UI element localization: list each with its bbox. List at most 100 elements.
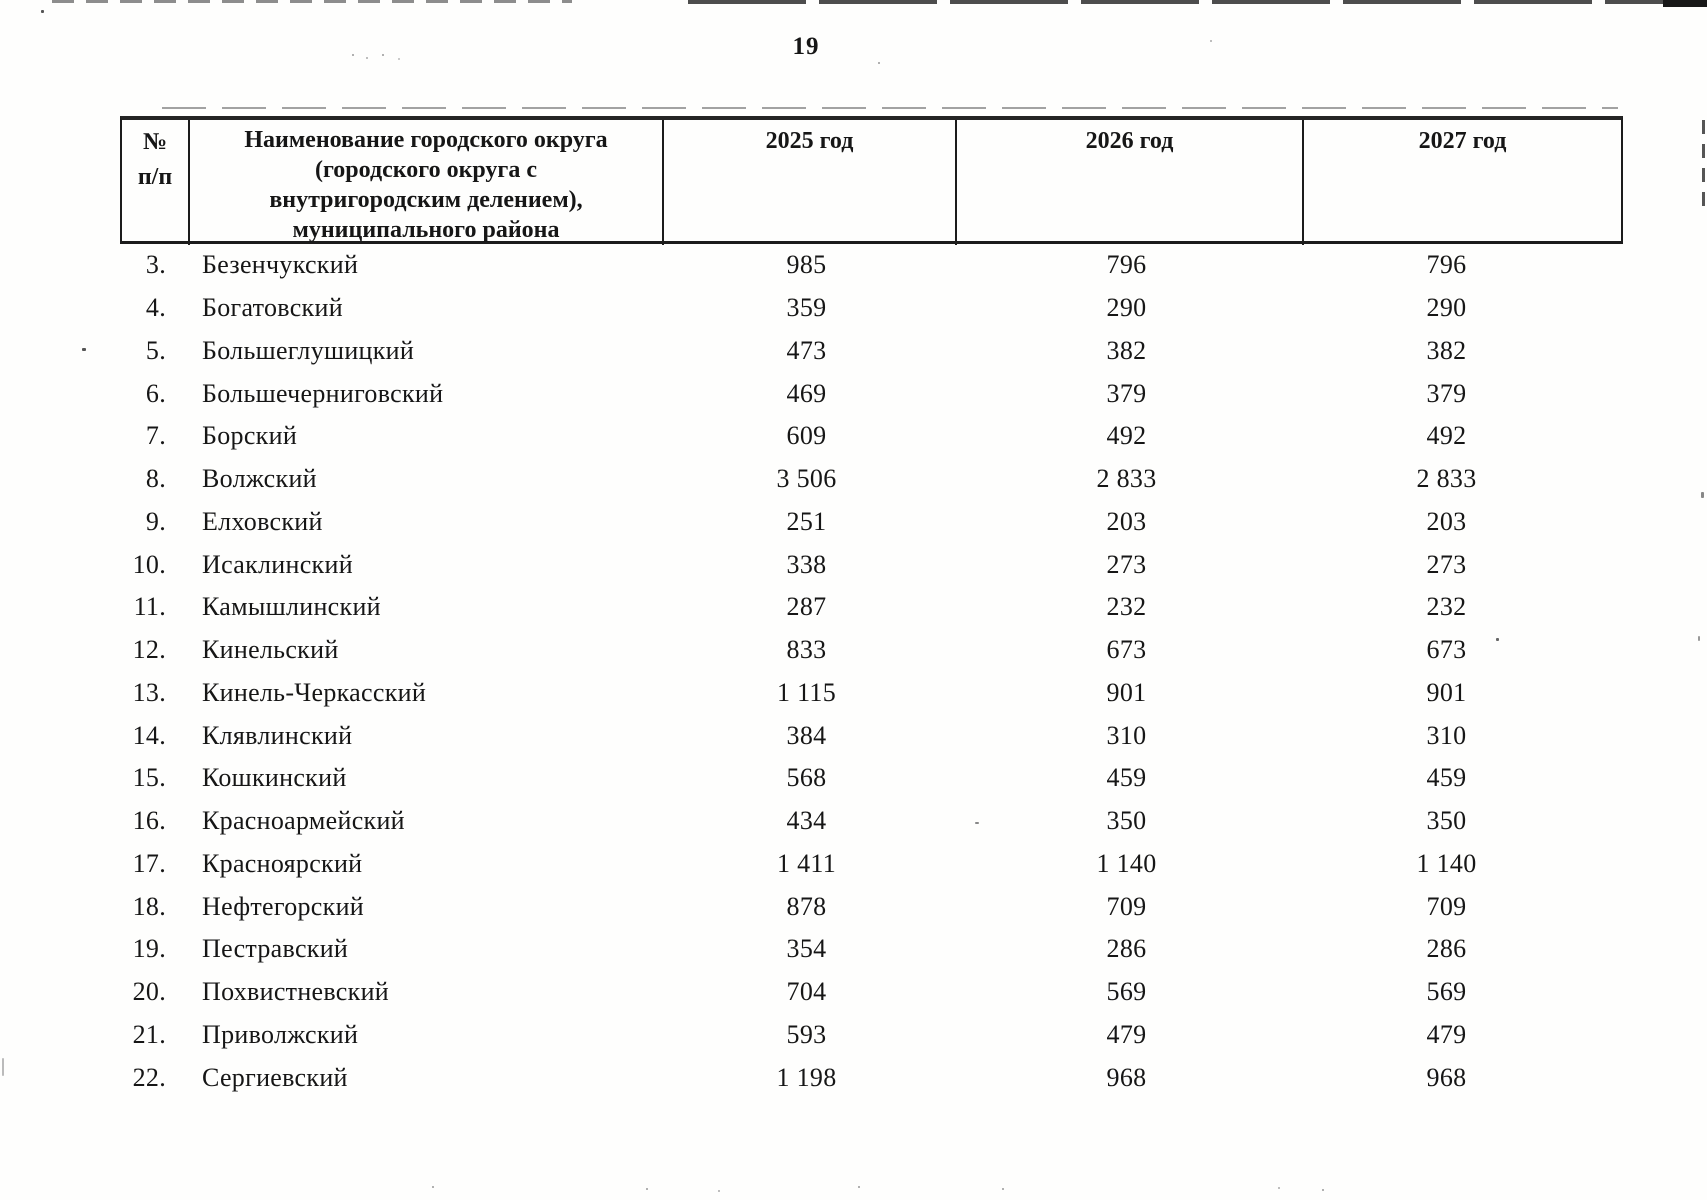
value-2026-cell: 901 <box>1106 677 1147 707</box>
col-header-row-number-line1: № <box>142 129 168 155</box>
table-row: 6. Большечерниговский 469 379 379 <box>120 372 1623 415</box>
district-name-cell: Похвистневский <box>202 977 389 1007</box>
district-name-cell: Красноярский <box>202 848 363 878</box>
row-number-cell: 6. <box>145 378 166 408</box>
district-name-cell: Богатовский <box>202 293 343 323</box>
value-2025-cell: 1 411 <box>776 848 837 878</box>
value-2025-cell: 469 <box>786 378 827 408</box>
value-2027-cell: 203 <box>1426 506 1467 536</box>
value-2026-cell: 479 <box>1106 1019 1147 1049</box>
row-number-cell: 20. <box>132 977 166 1007</box>
value-2026-cell: 382 <box>1106 335 1147 365</box>
value-2026-cell: 203 <box>1106 506 1147 536</box>
table-body: 3. Безенчукский 985 796 796 4. Богатовский 359 2… <box>120 244 1623 1099</box>
table-row: 18. Нефтегорский 878 709 709 <box>120 885 1623 928</box>
value-2025-cell: 384 <box>786 720 827 750</box>
table-row: 12. Кинельский 833 673 673 <box>120 629 1623 672</box>
col-header-row-number-line2: п/п <box>137 164 173 190</box>
value-2027-cell: 459 <box>1426 763 1467 793</box>
col-header-row-number: № п/п <box>122 120 188 245</box>
value-2025-cell: 473 <box>786 335 827 365</box>
value-2027-cell: 379 <box>1426 378 1467 408</box>
row-number-cell: 18. <box>132 891 166 921</box>
scan-speck <box>1496 638 1499 641</box>
table-row: 11. Камышлинский 287 232 232 <box>120 586 1623 629</box>
scan-speck <box>878 62 880 64</box>
value-2025-cell: 568 <box>786 763 827 793</box>
value-2026-cell: 709 <box>1106 891 1147 921</box>
value-2025-cell: 1 198 <box>776 1062 837 1092</box>
scan-speck <box>1701 492 1704 498</box>
col-header-district-name: Наименование городского округа (городско… <box>188 120 662 245</box>
value-2025-cell: 359 <box>786 293 827 323</box>
value-2025-cell: 251 <box>786 506 827 536</box>
row-number-cell: 9. <box>145 506 166 536</box>
col-header-2025: 2025 год <box>662 120 955 245</box>
scan-edge-line <box>52 0 572 3</box>
value-2026-cell: 796 <box>1106 250 1147 280</box>
scan-speck <box>41 10 44 13</box>
value-2027-cell: 796 <box>1426 250 1467 280</box>
district-name-cell: Большечерниговский <box>202 378 444 408</box>
value-2025-cell: 434 <box>786 806 827 836</box>
table-header: № п/п Наименование городского округа (го… <box>120 116 1623 245</box>
district-name-cell: Красноармейский <box>202 806 405 836</box>
district-name-cell: Камышлинский <box>202 592 381 622</box>
table-row: 16. Красноармейский 434 350 350 <box>120 800 1623 843</box>
district-name-cell: Кинельский <box>202 635 339 665</box>
value-2026-cell: 569 <box>1106 977 1147 1007</box>
value-2027-cell: 569 <box>1426 977 1467 1007</box>
value-2027-cell: 286 <box>1426 934 1467 964</box>
value-2025-cell: 985 <box>786 250 827 280</box>
value-2026-cell: 232 <box>1106 592 1147 622</box>
value-2026-cell: 379 <box>1106 378 1147 408</box>
value-2027-cell: 2 833 <box>1416 464 1477 494</box>
value-2025-cell: 878 <box>786 891 827 921</box>
value-2026-cell: 673 <box>1106 635 1147 665</box>
value-2027-cell: 901 <box>1426 677 1467 707</box>
table-row: 8. Волжский 3 506 2 833 2 833 <box>120 458 1623 501</box>
value-2025-cell: 704 <box>786 977 827 1007</box>
value-2026-cell: 1 140 <box>1096 848 1157 878</box>
table-row: 15. Кошкинский 568 459 459 <box>120 757 1623 800</box>
table-row: 7. Борский 609 492 492 <box>120 415 1623 458</box>
value-2027-cell: 310 <box>1426 720 1467 750</box>
value-2025-cell: 3 506 <box>776 464 837 494</box>
row-number-cell: 5. <box>145 335 166 365</box>
value-2026-cell: 492 <box>1106 421 1147 451</box>
value-2026-cell: 273 <box>1106 549 1147 579</box>
scan-speck <box>432 1186 434 1188</box>
value-2026-cell: 968 <box>1106 1062 1147 1092</box>
value-2025-cell: 354 <box>786 934 827 964</box>
row-number-cell: 19. <box>132 934 166 964</box>
col-header-2027: 2027 год <box>1302 120 1621 245</box>
value-2027-cell: 673 <box>1426 635 1467 665</box>
value-2026-cell: 290 <box>1106 293 1147 323</box>
row-number-cell: 22. <box>132 1062 166 1092</box>
district-name-cell: Большеглушицкий <box>202 335 415 365</box>
value-2025-cell: 338 <box>786 549 827 579</box>
district-name-cell: Приволжский <box>202 1019 359 1049</box>
value-2026-cell: 2 833 <box>1096 464 1157 494</box>
table-row: 5. Большеглушицкий 473 382 382 <box>120 330 1623 373</box>
table-row: 9. Елховский 251 203 203 <box>120 501 1623 544</box>
value-2027-cell: 350 <box>1426 806 1467 836</box>
table-row: 14. Клявлинский 384 310 310 <box>120 714 1623 757</box>
row-number-cell: 4. <box>145 293 166 323</box>
scan-speck <box>82 348 86 351</box>
district-name-cell: Пестравский <box>202 934 349 964</box>
value-2027-cell: 968 <box>1426 1062 1467 1092</box>
district-name-cell: Безенчукский <box>202 250 359 280</box>
col-header-2026: 2026 год <box>955 120 1302 245</box>
scan-speck <box>975 822 979 824</box>
row-number-cell: 7. <box>145 421 166 451</box>
col-header-district-line1: Наименование городского округа <box>244 127 608 153</box>
district-name-cell: Волжский <box>202 464 317 494</box>
value-2027-cell: 290 <box>1426 293 1467 323</box>
table-row: 13. Кинель-Черкасский 1 115 901 901 <box>120 672 1623 715</box>
district-name-cell: Борский <box>202 421 298 451</box>
value-2027-cell: 1 140 <box>1416 848 1477 878</box>
value-2026-cell: 350 <box>1106 806 1147 836</box>
table-row: 17. Красноярский 1 411 1 140 1 140 <box>120 843 1623 886</box>
